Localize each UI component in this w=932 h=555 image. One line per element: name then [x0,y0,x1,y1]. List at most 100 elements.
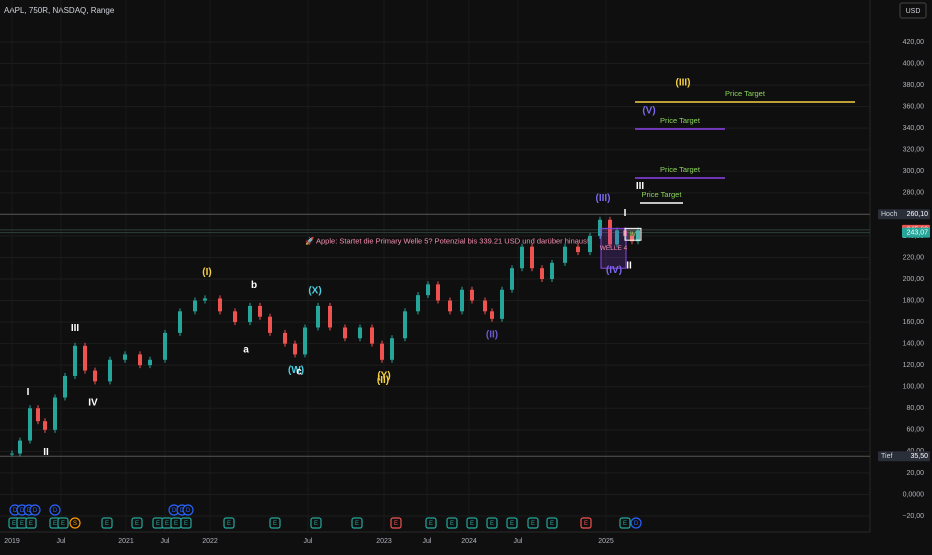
event-icon[interactable]: E [486,517,498,529]
y-tick-label: 0,0000 [903,491,925,498]
event-label: S [73,521,77,527]
candle [283,332,287,344]
event-icon[interactable]: E [390,517,402,529]
y-tick-label: 280,00 [903,190,925,197]
candle [460,289,464,312]
wave-label: III [71,323,80,334]
event-label: E [394,521,398,527]
wave-box-label: WELLE 4 [600,245,628,252]
event-icon[interactable]: E [425,517,437,529]
event-marker [29,504,41,516]
event-label: E [184,521,188,527]
candle [563,246,567,263]
event-label: E [61,521,65,527]
price-tag-name: Tief [881,453,892,460]
candle [83,345,87,371]
candle [293,343,297,355]
event-marker [49,504,61,516]
event-marker [506,517,518,529]
candle [268,316,272,333]
event-icon[interactable]: E [101,517,113,529]
event-marker [580,517,592,529]
event-icon[interactable]: S [69,517,81,529]
candle [436,284,440,301]
y-tick-label: 300,00 [903,168,925,175]
candle [148,359,152,366]
candle [258,305,262,317]
event-label: E [165,521,169,527]
wave-label: (II) [377,375,389,386]
wave-label: (Y) [377,371,390,382]
wave-box-small [624,227,642,241]
currency-label[interactable]: USD [906,8,921,15]
event-icon[interactable]: E [580,517,592,529]
event-label: D [20,508,25,514]
currency-button[interactable] [899,2,927,19]
event-label: E [174,521,178,527]
event-label: E [29,521,33,527]
target-label: Price Target [642,190,683,199]
candle [576,246,580,253]
price-tag [902,227,930,238]
candle [43,421,47,430]
candle [520,246,524,269]
event-marker [223,517,235,529]
event-icon[interactable]: E [466,517,478,529]
candle [248,305,252,323]
event-marker [619,517,631,529]
candle [123,354,127,360]
event-icon[interactable]: E [619,517,631,529]
event-icon[interactable]: E [527,517,539,529]
candle [510,268,514,290]
candle [426,284,430,296]
event-label: E [490,521,494,527]
event-label: E [584,521,588,527]
event-label: E [623,521,627,527]
y-tick-label: 120,00 [903,362,925,369]
event-marker [57,517,69,529]
candle [193,300,197,312]
x-tick-label: Jul [161,538,170,545]
event-marker [182,504,194,516]
candle [93,370,97,382]
event-label: D [13,508,18,514]
event-icon[interactable]: D [182,504,194,516]
event-icon[interactable]: E [446,517,458,529]
event-icon[interactable]: E [506,517,518,529]
price-tag-label: 35,50 [910,453,928,460]
y-tick-label: 380,00 [903,82,925,89]
candle [390,338,394,360]
candle [483,300,487,312]
y-tick-label: 140,00 [903,340,925,347]
y-tick-label: 20,00 [906,470,924,477]
event-icon[interactable]: D [630,517,642,529]
event-label: E [470,521,474,527]
event-icon[interactable]: E [223,517,235,529]
event-icon[interactable]: E [131,517,143,529]
x-tick-label: 2019 [4,538,20,545]
event-icon[interactable]: E [25,517,37,529]
event-marker [466,517,478,529]
candle [138,354,142,366]
event-icon[interactable]: E [57,517,69,529]
event-icon[interactable]: E [351,517,363,529]
event-marker [486,517,498,529]
y-tick-label: 80,00 [906,405,924,412]
event-label: E [510,521,514,527]
candle [10,453,14,455]
event-icon[interactable]: D [29,504,41,516]
event-icon[interactable]: E [546,517,558,529]
candle [73,345,77,376]
event-icon[interactable]: E [269,517,281,529]
event-label: E [273,521,277,527]
event-icon[interactable]: E [310,517,322,529]
target-label: Price Target [725,89,766,98]
price-tag-label: 260,10 [907,211,929,218]
chart-title: AAPL, 750R, NASDAQ, Range [4,6,115,15]
event-icon[interactable]: E [170,517,182,529]
event-icon[interactable]: D [49,504,61,516]
event-icon[interactable]: E [180,517,192,529]
target-label: Price Target [660,165,701,174]
candle [36,408,40,422]
y-tick-label: 220,00 [903,254,925,261]
